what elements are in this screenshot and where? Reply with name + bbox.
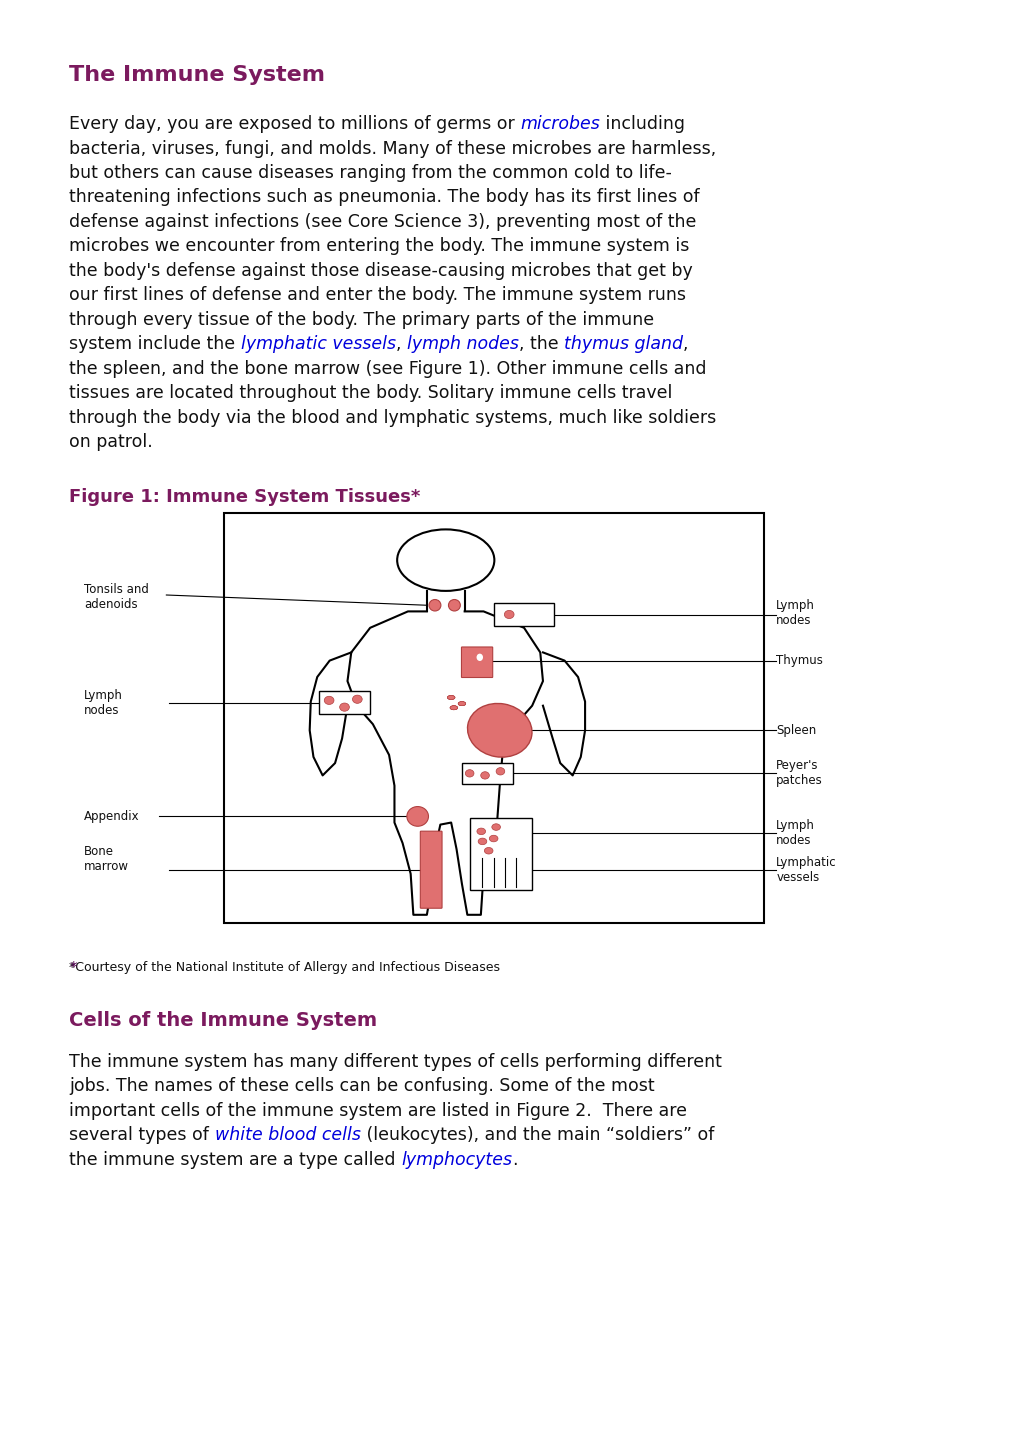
Text: several types of: several types of: [69, 1127, 215, 1144]
Text: tissues are located throughout the body. Solitary immune cells travel: tissues are located throughout the body.…: [69, 384, 673, 403]
Text: ,: ,: [683, 336, 688, 354]
Text: lymph nodes: lymph nodes: [407, 336, 519, 354]
Text: the immune system are a type called: the immune system are a type called: [69, 1152, 400, 1169]
Ellipse shape: [447, 696, 454, 700]
Ellipse shape: [458, 701, 466, 706]
Text: microbes we encounter from entering the body. The immune system is: microbes we encounter from entering the …: [69, 238, 689, 255]
Bar: [319, 691, 370, 714]
Text: microbes: microbes: [520, 115, 600, 133]
Text: through every tissue of the body. The primary parts of the immune: through every tissue of the body. The pr…: [69, 312, 654, 329]
Text: but others can cause diseases ranging from the common cold to life-: but others can cause diseases ranging fr…: [69, 165, 672, 182]
Text: defense against infections (see Core Science 3), preventing most of the: defense against infections (see Core Sci…: [69, 214, 696, 231]
Ellipse shape: [489, 835, 497, 841]
Ellipse shape: [477, 828, 485, 834]
Text: Lymphatic
vessels: Lymphatic vessels: [775, 856, 837, 883]
Text: Tonsils and
adenoids: Tonsils and adenoids: [85, 583, 149, 610]
Text: on patrol.: on patrol.: [69, 433, 153, 452]
Ellipse shape: [476, 654, 483, 661]
Text: *: *: [69, 961, 76, 975]
Ellipse shape: [449, 706, 458, 710]
FancyBboxPatch shape: [420, 831, 441, 908]
Ellipse shape: [503, 610, 514, 619]
Bar: [470, 818, 532, 890]
Ellipse shape: [396, 530, 494, 590]
Ellipse shape: [484, 847, 492, 854]
Bar: [494, 603, 553, 626]
Text: Cells of the Immune System: Cells of the Immune System: [69, 1012, 377, 1030]
Text: The Immune System: The Immune System: [69, 65, 325, 85]
Text: bacteria, viruses, fungi, and molds. Many of these microbes are harmless,: bacteria, viruses, fungi, and molds. Man…: [69, 140, 716, 157]
Ellipse shape: [407, 807, 428, 827]
Text: Spleen: Spleen: [775, 724, 816, 737]
Text: Figure 1: Immune System Tissues*: Figure 1: Immune System Tissues*: [69, 488, 420, 506]
Text: , the: , the: [519, 336, 564, 354]
Text: *Courtesy of the National Institute of Allergy and Infectious Diseases: *Courtesy of the National Institute of A…: [69, 961, 500, 974]
Ellipse shape: [449, 706, 458, 710]
Ellipse shape: [447, 696, 454, 700]
Text: Thymus: Thymus: [775, 654, 822, 667]
Text: Lymph
nodes: Lymph nodes: [775, 818, 814, 847]
Ellipse shape: [353, 696, 362, 703]
Text: white blood cells: white blood cells: [215, 1127, 361, 1144]
FancyBboxPatch shape: [461, 646, 492, 678]
Text: our first lines of defense and enter the body. The immune system runs: our first lines of defense and enter the…: [69, 287, 686, 304]
Ellipse shape: [324, 697, 333, 704]
Ellipse shape: [495, 768, 504, 775]
Ellipse shape: [480, 772, 489, 779]
Ellipse shape: [478, 838, 486, 844]
Text: the spleen, and the bone marrow (see Figure 1). Other immune cells and: the spleen, and the bone marrow (see Fig…: [69, 359, 706, 378]
Text: jobs. The names of these cells can be confusing. Some of the most: jobs. The names of these cells can be co…: [69, 1078, 654, 1095]
Ellipse shape: [339, 703, 350, 711]
Ellipse shape: [447, 696, 454, 700]
Text: lymphatic vessels: lymphatic vessels: [240, 336, 395, 354]
Text: Every day, you are exposed to millions of germs or: Every day, you are exposed to millions o…: [69, 115, 520, 133]
Text: the body's defense against those disease-causing microbes that get by: the body's defense against those disease…: [69, 263, 693, 280]
Text: .: .: [512, 1152, 518, 1169]
Bar: [462, 763, 513, 784]
Text: Appendix: Appendix: [85, 810, 140, 823]
Text: Peyer's
patches: Peyer's patches: [775, 759, 822, 788]
Text: The immune system has many different types of cells performing different: The immune system has many different typ…: [69, 1053, 721, 1071]
Ellipse shape: [458, 701, 466, 706]
Ellipse shape: [429, 599, 440, 610]
Text: Lymph
nodes: Lymph nodes: [85, 688, 123, 717]
Ellipse shape: [491, 824, 500, 830]
Text: through the body via the blood and lymphatic systems, much like soldiers: through the body via the blood and lymph…: [69, 408, 716, 427]
Text: Lymph
nodes: Lymph nodes: [775, 599, 814, 628]
Text: Bone
marrow: Bone marrow: [85, 846, 129, 873]
Ellipse shape: [458, 701, 466, 706]
Text: threatening infections such as pneumonia. The body has its first lines of: threatening infections such as pneumonia…: [69, 189, 699, 206]
Ellipse shape: [465, 769, 474, 776]
Text: (leukocytes), and the main “soldiers” of: (leukocytes), and the main “soldiers” of: [361, 1127, 713, 1144]
Ellipse shape: [467, 703, 532, 758]
Text: important cells of the immune system are listed in Figure 2.  There are: important cells of the immune system are…: [69, 1102, 687, 1120]
Text: including: including: [600, 115, 685, 133]
Text: lymphocytes: lymphocytes: [400, 1152, 512, 1169]
Text: ,: ,: [395, 336, 407, 354]
Bar: [224, 514, 763, 924]
Text: thymus gland: thymus gland: [564, 336, 683, 354]
Ellipse shape: [449, 706, 458, 710]
Text: system include the: system include the: [69, 336, 240, 354]
Ellipse shape: [448, 599, 460, 610]
